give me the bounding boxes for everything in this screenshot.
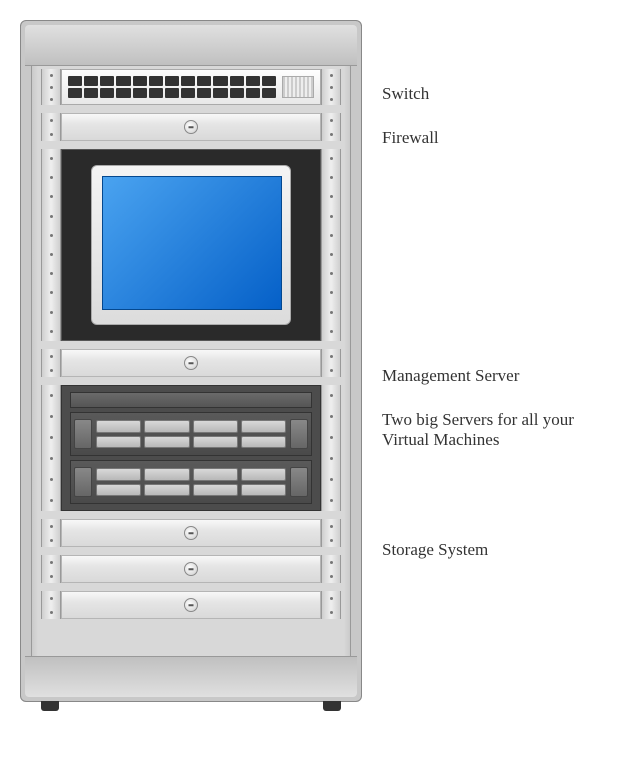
virtual-machine-servers <box>61 385 321 511</box>
lock-icon <box>184 356 198 370</box>
label-firewall: Firewall <box>382 128 439 148</box>
server-rack <box>20 20 362 702</box>
diagram-container: Switch Firewall Management Server Two bi… <box>20 20 622 750</box>
storage-row-2 <box>41 555 341 583</box>
switch-ports <box>68 76 276 98</box>
handle-left <box>74 419 92 449</box>
storage-unit-2 <box>61 555 321 583</box>
kvm-monitor-bay <box>61 149 321 341</box>
rail-left <box>41 69 61 105</box>
rail-right <box>321 69 341 105</box>
firewall-unit <box>61 113 321 141</box>
lock-icon <box>184 526 198 540</box>
storage-row-3 <box>41 591 341 619</box>
management-row <box>41 349 341 377</box>
monitor-screen <box>102 176 282 310</box>
rack-feet <box>41 701 341 711</box>
label-management: Management Server <box>382 366 519 386</box>
lock-icon <box>184 562 198 576</box>
big-servers-row <box>41 385 341 511</box>
lock-icon <box>184 120 198 134</box>
server-top-panel <box>70 392 312 408</box>
server-unit-1 <box>70 412 312 456</box>
label-column: Switch Firewall Management Server Two bi… <box>362 20 622 750</box>
storage-row-1 <box>41 519 341 547</box>
monitor-bezel <box>91 165 291 325</box>
switch-vent <box>282 76 314 98</box>
rack-top-cap <box>25 25 357 66</box>
label-storage: Storage System <box>382 540 488 560</box>
label-servers: Two big Servers for all your Virtual Mac… <box>382 410 602 450</box>
monitor-row <box>41 149 341 341</box>
handle-right <box>290 467 308 497</box>
server-unit-2 <box>70 460 312 504</box>
storage-unit-3 <box>61 591 321 619</box>
handle-right <box>290 419 308 449</box>
firewall-row <box>41 113 341 141</box>
rack-bottom-cap <box>25 656 357 697</box>
rack-interior <box>41 69 341 653</box>
handle-left <box>74 467 92 497</box>
storage-unit-1 <box>61 519 321 547</box>
network-switch <box>61 69 321 105</box>
management-server <box>61 349 321 377</box>
switch-row <box>41 69 341 105</box>
label-switch: Switch <box>382 84 429 104</box>
lock-icon <box>184 598 198 612</box>
